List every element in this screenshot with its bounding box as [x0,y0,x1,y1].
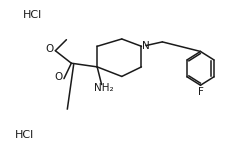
Text: N: N [142,41,150,51]
Text: O: O [54,72,63,82]
Text: F: F [198,87,203,97]
Text: HCl: HCl [15,130,34,140]
Text: NH₂: NH₂ [94,83,114,93]
Text: HCl: HCl [23,10,43,20]
Text: O: O [46,44,54,54]
